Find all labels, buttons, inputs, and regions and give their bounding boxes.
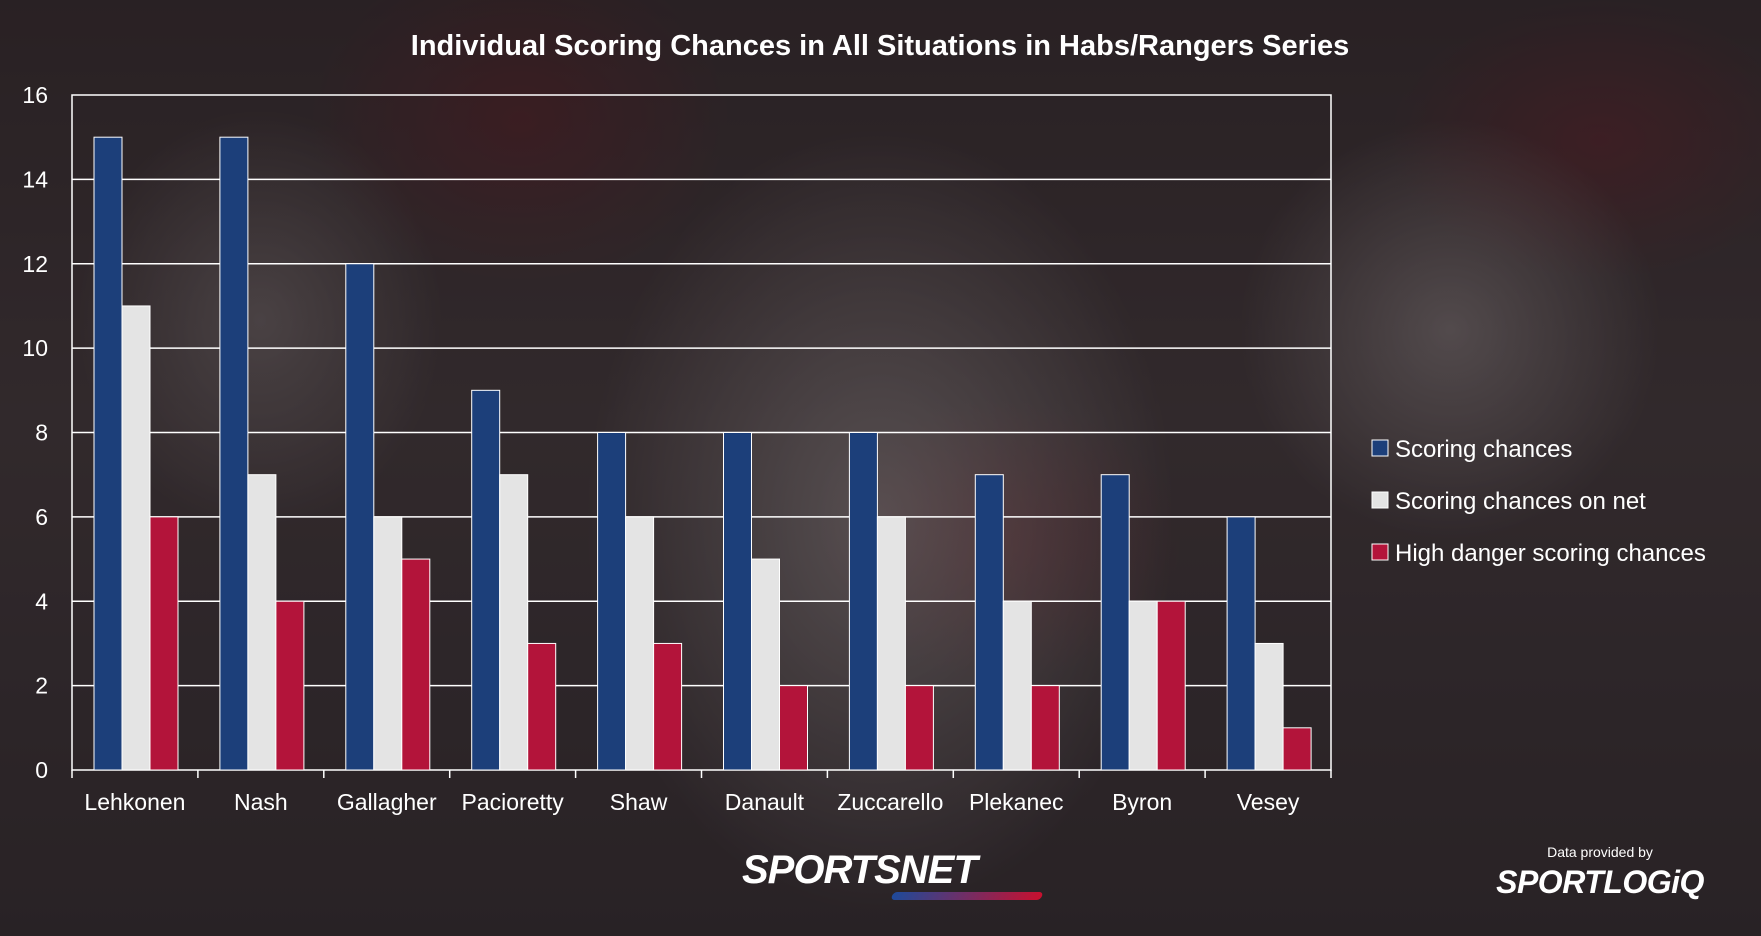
legend-swatch	[1371, 491, 1389, 509]
bar	[848, 432, 878, 771]
bar	[471, 389, 501, 771]
bar	[625, 516, 655, 771]
x-tick-label: Gallagher	[337, 789, 437, 815]
bar	[247, 474, 277, 771]
x-tick-label: Byron	[1112, 789, 1172, 815]
bar	[527, 642, 557, 771]
x-tick-label: Danault	[725, 789, 805, 815]
data-provided-by-label: Data provided by	[1547, 844, 1653, 860]
chart-title: Individual Scoring Chances in All Situat…	[411, 30, 1349, 62]
y-tick-label: 4	[35, 588, 48, 614]
y-tick-label: 2	[35, 673, 48, 699]
bar	[876, 516, 906, 771]
bar	[1100, 474, 1130, 771]
y-tick-label: 12	[22, 251, 48, 277]
y-tick-label: 6	[35, 504, 48, 530]
bar	[149, 516, 179, 771]
x-tick-label: Vesey	[1237, 789, 1300, 815]
bar	[904, 685, 934, 771]
legend-label: Scoring chances	[1395, 436, 1572, 463]
bar	[1254, 642, 1284, 771]
legend-swatch	[1371, 543, 1389, 561]
legend-label: High danger scoring chances	[1395, 540, 1706, 567]
bar	[275, 600, 305, 771]
bars	[93, 136, 1312, 771]
data-credit: Data provided by SPORTLOGiQ	[1480, 844, 1720, 901]
x-tick-label: Zuccarello	[837, 789, 943, 815]
legend-label: Scoring chances on net	[1395, 488, 1646, 515]
x-tick-label: Plekanec	[969, 789, 1064, 815]
y-axis: 0 2 4 6 8 10 12 14 16	[22, 82, 48, 783]
bar	[401, 558, 431, 771]
y-tick-label: 0	[35, 757, 48, 783]
bar	[345, 263, 375, 771]
legend-swatch	[1371, 439, 1389, 457]
bar	[121, 305, 151, 771]
bar	[779, 685, 808, 771]
bar	[1282, 727, 1312, 771]
bar	[653, 642, 683, 771]
sportsnet-logo: SPORTSNET	[742, 848, 1052, 900]
bar	[219, 136, 249, 771]
x-axis: Lehkonen Nash Gallagher Pacioretty Shaw Danau…	[71, 770, 1332, 815]
legend: Scoring chances Scoring chances on net Hig…	[1371, 436, 1706, 567]
y-tick-label: 10	[22, 335, 48, 361]
y-tick-label: 16	[22, 82, 48, 108]
x-tick-label: Pacioretty	[462, 789, 565, 815]
bar	[1128, 600, 1158, 771]
y-tick-label: 8	[35, 420, 48, 446]
x-tick-label: Nash	[234, 789, 288, 815]
x-tick-label: Shaw	[610, 789, 668, 815]
bar	[93, 136, 123, 771]
bar	[1156, 600, 1186, 771]
bar	[597, 432, 627, 771]
bar	[1226, 516, 1256, 771]
bar	[723, 432, 752, 771]
bar	[499, 474, 529, 771]
bar	[373, 516, 403, 771]
bar	[751, 558, 780, 771]
bar	[1002, 600, 1032, 771]
y-tick-label: 14	[22, 166, 48, 192]
bar	[1030, 685, 1060, 771]
x-tick-label: Lehkonen	[84, 789, 185, 815]
sportlogiq-logo: SPORTLOGiQ	[1496, 864, 1704, 900]
bar	[974, 474, 1004, 771]
